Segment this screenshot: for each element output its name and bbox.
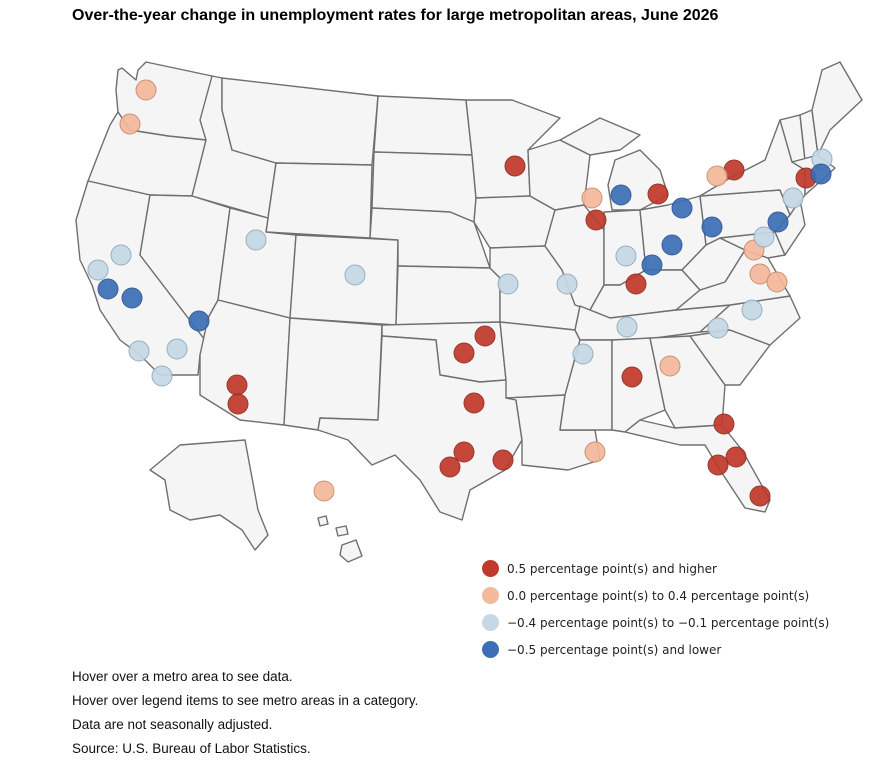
metro-marker[interactable] [121,287,143,309]
metro-marker[interactable] [166,338,188,360]
metro-marker[interactable] [344,264,366,286]
state-maine [811,61,863,156]
metro-marker[interactable] [753,226,775,248]
state-new-mexico [283,317,383,431]
legend-swatch-light-blue [482,614,499,631]
state-montana [221,77,379,166]
state-kansas [395,265,501,326]
metro-marker[interactable] [151,365,173,387]
metro-marker[interactable] [474,325,496,347]
state-florida [624,419,771,513]
state-alaska [149,439,269,551]
state-hawaii-big-island [339,539,363,563]
metro-marker[interactable] [110,244,132,266]
legend-label: −0.4 percentage point(s) to −0.1 percent… [507,615,830,630]
metro-marker[interactable] [661,234,683,256]
metro-marker[interactable] [572,343,594,365]
metro-marker[interactable] [707,454,729,476]
metro-marker[interactable] [556,273,578,295]
metro-marker[interactable] [584,441,606,463]
metro-marker[interactable] [671,197,693,219]
map-title: Over-the-year change in unemployment rat… [72,7,719,24]
legend-label: −0.5 percentage point(s) and lower [507,642,722,657]
state-texas [317,335,523,521]
metro-marker[interactable] [749,485,771,507]
metro-marker[interactable] [313,480,335,502]
legend-swatch-light-orange [482,587,499,604]
legend-item-small-increase[interactable]: 0.0 percentage point(s) to 0.4 percentag… [482,582,829,609]
metro-marker[interactable] [647,183,669,205]
metro-marker[interactable] [87,259,109,281]
seasonal-note: Data are not seasonally adjusted. [72,717,273,732]
state-north-dakota [373,95,473,156]
metro-marker[interactable] [188,310,210,332]
metro-marker[interactable] [782,187,804,209]
legend-hover-instruction: Hover over legend items to see metro are… [72,693,419,708]
metro-marker[interactable] [713,413,735,435]
metro-marker[interactable] [706,165,728,187]
metro-marker[interactable] [453,441,475,463]
metro-marker[interactable] [439,456,461,478]
metro-markers [87,79,833,507]
metro-marker[interactable] [767,211,789,233]
metro-marker[interactable] [226,374,248,396]
metro-marker[interactable] [641,254,663,276]
source-note: Source: U.S. Bureau of Labor Statistics. [72,741,311,756]
state-hawaii-maui [335,525,349,537]
metro-marker[interactable] [135,79,157,101]
metro-marker[interactable] [610,184,632,206]
metro-marker[interactable] [497,273,519,295]
legend-label: 0.0 percentage point(s) to 0.4 percentag… [507,588,810,603]
metro-marker[interactable] [492,449,514,471]
legend-label: 0.5 percentage point(s) and higher [507,561,717,576]
metro-marker[interactable] [766,271,788,293]
notes: Hover over a metro area to see data. Hov… [72,665,418,761]
metro-marker[interactable] [463,392,485,414]
state-boundaries [75,61,863,563]
legend: 0.5 percentage point(s) and higher 0.0 p… [482,555,829,663]
metro-marker[interactable] [725,446,747,468]
metro-marker[interactable] [616,316,638,338]
metro-marker[interactable] [707,317,729,339]
state-michigan-upper [559,117,641,156]
metro-marker[interactable] [227,393,249,415]
metro-marker[interactable] [741,299,763,321]
metro-marker[interactable] [119,113,141,135]
metro-marker[interactable] [615,245,637,267]
metro-marker[interactable] [585,209,607,231]
legend-swatch-dark-blue [482,641,499,658]
metro-marker[interactable] [659,355,681,377]
state-hawaii-oahu [317,515,329,527]
metro-marker[interactable] [453,342,475,364]
legend-item-large-decrease[interactable]: −0.5 percentage point(s) and lower [482,636,829,663]
legend-item-high[interactable]: 0.5 percentage point(s) and higher [482,555,829,582]
state-wyoming [265,162,373,239]
metro-marker[interactable] [810,163,832,185]
metro-marker[interactable] [245,229,267,251]
metro-marker[interactable] [504,155,526,177]
metro-marker[interactable] [97,278,119,300]
metro-marker[interactable] [581,187,603,209]
metro-marker[interactable] [749,263,771,285]
metro-marker[interactable] [128,340,150,362]
metro-marker[interactable] [625,273,647,295]
metro-marker[interactable] [701,216,723,238]
metro-marker[interactable] [621,366,643,388]
state-colorado [289,234,399,326]
legend-swatch-red [482,560,499,577]
hover-instruction: Hover over a metro area to see data. [72,669,293,684]
legend-item-small-decrease[interactable]: −0.4 percentage point(s) to −0.1 percent… [482,609,829,636]
